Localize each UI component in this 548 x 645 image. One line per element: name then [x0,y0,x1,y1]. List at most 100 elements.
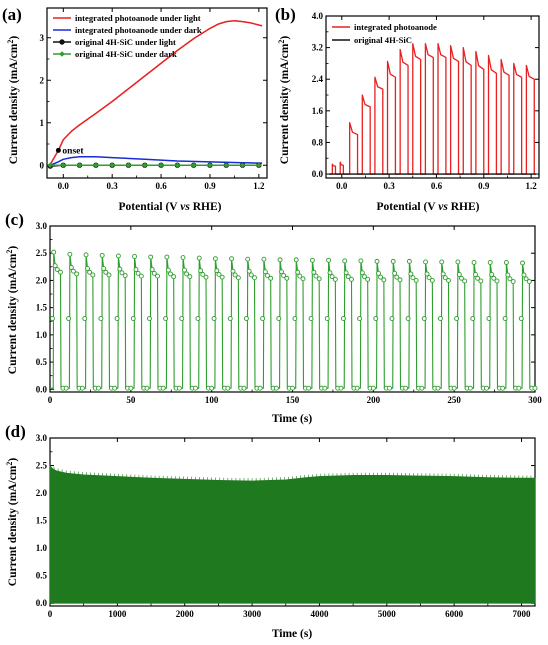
panel-c-series-point [193,385,198,391]
panel-c-series-point [235,275,241,281]
panel-c-series-point [491,275,497,281]
panel-c-series-point [130,316,136,321]
panel-c-series-point [79,385,85,391]
panel-c: (c) 0 50 100 150 200 250 300 0.0 0.5 1.0 1.5 2.0 2.5… [5,210,542,425]
panel-c-series-point [176,385,182,391]
panel-c-series-point [421,316,427,321]
panel-b: (b) 0.0 0.3 0.6 0.9 1.2 0.0 0.8 1.6 2.4 3.2 4.0 int… [275,5,540,213]
panel-b-legend: integrated photoanode original 4H-SiC [332,22,437,45]
panel-c-series-point [262,269,268,275]
panel-c-series-point [290,385,295,391]
panel-c-series-point [357,316,363,321]
panel-c-series-point [74,271,80,277]
panel-c-series-point [475,275,481,281]
panel-c-series-point [426,275,432,281]
panel-c-series-point [203,274,209,280]
panel-b-ytick-label: 3.2 [312,43,324,53]
panel-c-series-point [487,260,493,265]
panel-c-series-point [471,260,477,265]
panel-b-ytick-label: 4.0 [312,11,324,21]
panel-c-series-point [365,276,371,282]
panel-c-series-point [359,270,365,276]
panel-c-series-point [279,269,284,275]
panel-c-series-point [392,270,398,276]
panel-c-series-point [83,252,89,258]
panel-c-series-point [260,316,266,321]
panel-c-series-point [470,316,476,321]
panel-d-xtick-label: 5000 [378,609,397,619]
panel-c-series-point [195,316,201,321]
panel-d-ytick-label: 1.0 [36,543,48,553]
panel-c-series-point [163,316,169,321]
panel-a-series-4-point [256,162,262,169]
panel-c-series-point [232,272,238,278]
panel-a-series-4-point [158,162,164,169]
panel-c-series-point [489,271,495,277]
panel-c-series-point [243,316,249,321]
panel-a-series-4-point [125,162,132,169]
panel-b-legend-label: integrated photoanode [354,22,437,32]
panel-c-series-point [106,272,112,278]
panel-c-series-point [122,273,128,278]
panel-c-ytick-label: 0.5 [36,357,48,367]
panel-c-series-point [82,316,88,321]
panel-c-ytick-label: 1.5 [36,303,48,313]
panel-c-series-point [51,249,57,255]
panel-c-series-point [117,266,123,272]
panel-c-series-point [138,273,144,279]
panel-c-series-point [494,278,500,284]
panel-a-series-2-line [49,156,263,166]
panel-b-plot-area: 0.0 0.3 0.6 0.9 1.2 0.0 0.8 1.6 2.4 3.2 4.0 integra… [312,11,540,191]
panel-c-series-point [374,258,380,264]
panel-d-ylabel: Current density (mA/cm2) [5,458,19,587]
panel-c-series-point [151,270,157,276]
panel-a-label: (a) [2,5,22,24]
panel-d-xtick-label: 1000 [108,609,127,619]
panel-a-series-4-point [76,162,83,169]
panel-c-series-point [149,267,155,272]
panel-c-series-point [343,270,349,276]
panel-d-ytick-label: 1.5 [36,516,48,526]
panel-c-series-point [354,385,360,391]
panel-d-xtick-label: 0 [48,609,53,619]
panel-d-ytick-label: 0.0 [36,598,48,608]
panel-c-series-point [309,257,315,263]
panel-d-xtick-label: 3000 [243,609,262,619]
panel-c-ytick-label: 2.5 [36,248,48,258]
panel-c-series-point [96,385,101,391]
panel-c-series-point [361,274,367,280]
panel-a-series-4-point [207,162,213,169]
panel-d-ytick-label: 2.5 [36,461,48,471]
panel-c-series-point [101,266,107,271]
panel-c-series-point [507,276,513,282]
panel-a-series-4-point [47,162,54,169]
panel-c-series-point [327,270,333,276]
panel-c-series-point [370,385,376,391]
panel-a-series-4-point [174,162,181,169]
panel-c-series-point [518,316,524,321]
panel-b-ytick-label: 1.6 [312,106,324,116]
panel-c-series-point [456,271,462,277]
panel-a-ytick-label: 1 [40,118,45,128]
panel-c-series-point [526,279,532,284]
panel-a-legend-label: integrated photoanode under light [75,13,201,23]
panel-c-series-point [98,316,104,321]
panel-c-series-point [408,271,414,277]
panel-c-series-point [187,274,193,280]
panel-c-series-point [273,385,279,391]
panel-c-series-point [214,268,220,274]
panel-c-series-point [148,254,154,260]
panel-c-series-point [135,270,141,276]
panel-c-series-point [516,385,522,391]
panel-a-xtick-label: 0.6 [155,181,167,191]
panel-c-series-point [424,271,430,277]
panel-c-series-point [219,274,225,280]
panel-c-series-point [462,278,468,284]
panel-a-frame [46,7,268,179]
panel-c-series-point [99,252,105,258]
panel-c-series-point [389,316,395,321]
panel-d-plot-area: 0 1000 2000 3000 4000 5000 6000 7000 0.0 0.5 1.0 1.… [36,433,536,619]
panel-c-series-point [329,274,335,280]
panel-c-series-point [503,260,509,265]
panel-c-series-point [58,269,63,275]
